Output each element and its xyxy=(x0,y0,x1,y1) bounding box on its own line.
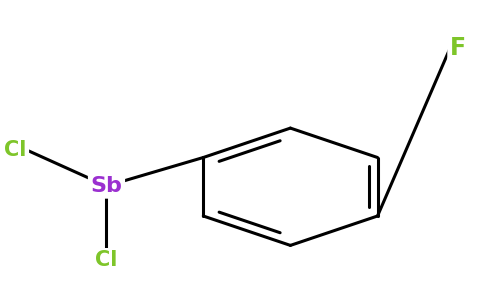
Text: Cl: Cl xyxy=(95,250,118,271)
Text: Sb: Sb xyxy=(91,176,122,196)
Text: F: F xyxy=(450,36,466,60)
Text: Cl: Cl xyxy=(4,140,27,160)
